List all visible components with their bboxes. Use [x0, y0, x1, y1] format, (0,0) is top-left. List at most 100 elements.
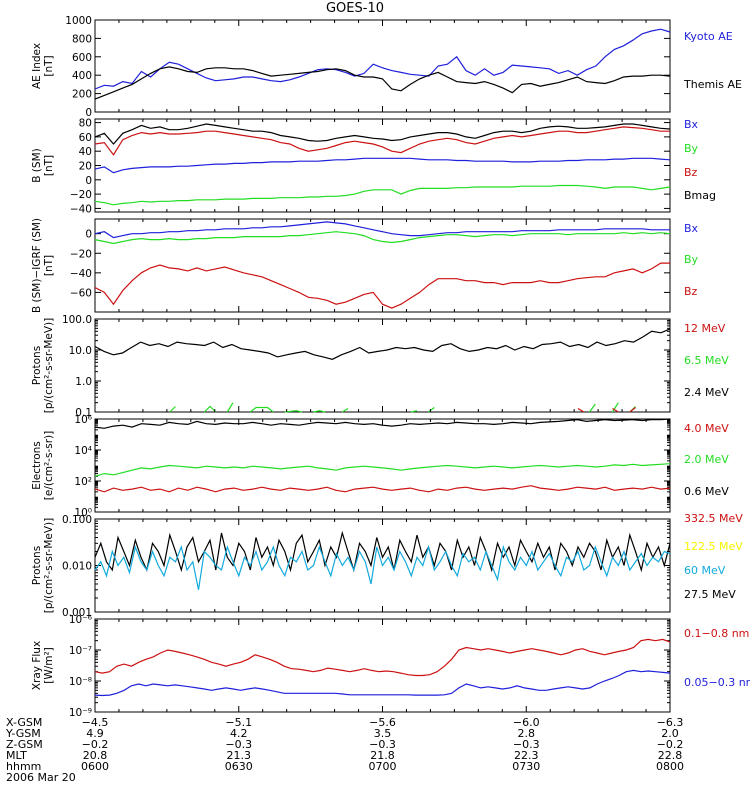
y-tick-label: −40	[70, 203, 92, 215]
legend-2-0-mev: 2.0 MeV	[684, 453, 729, 466]
panel-7: 10⁻⁹ 10⁻⁸ 10⁻⁷ 10⁻⁶ Xray Flux[W/m²] 0.1−0.8 n…	[31, 614, 750, 719]
series-kyoto-ae	[94, 28, 671, 90]
y-tick-label: 10²	[74, 476, 92, 488]
y-tick-label: 80	[79, 118, 92, 130]
y-axis-label: Protons[p/(cm²-s-sr-MeV)]	[31, 518, 55, 613]
y-tick-label: 60	[79, 132, 92, 144]
axis-value: −5.6	[369, 716, 396, 729]
legend-bx: Bx	[684, 118, 699, 131]
legend-kyoto-ae: Kyoto AE	[684, 30, 733, 43]
axis-value: −6.3	[657, 716, 684, 729]
series-6-5-mev-segment	[341, 407, 349, 413]
series-0-05-0-3-nm	[94, 669, 671, 697]
series-bx	[94, 221, 670, 239]
panel-4: 0.1 1.0 10.0 100.0 Protons[p/(cm²-s-sr-MeV)]…	[31, 314, 729, 419]
legend-6-5-mev: 6.5 MeV	[684, 354, 729, 367]
series-12-mev-segment	[577, 407, 585, 413]
y-tick-label: 10⁻⁶	[69, 614, 92, 626]
legend-by: By	[684, 142, 699, 155]
legend-0-1-0-8-nm: 0.1−0.8 nm	[684, 627, 749, 640]
axis-row-label: X-GSM	[6, 716, 42, 729]
axis-value: 21.3	[227, 749, 252, 762]
y-tick-label: 0.100	[62, 514, 92, 526]
y-tick-label: 0	[85, 175, 92, 187]
y-tick-label: 40	[79, 146, 92, 158]
axis-row-label: Z-GSM	[6, 738, 43, 751]
panel-5: 10⁰ 10² 10⁴ 10⁶ Electrons[e/(cm²-s-sr)] 4.0 M…	[31, 414, 729, 519]
legend-27-5-mev: 27.5 MeV	[684, 588, 736, 601]
axis-value: 2.8	[518, 727, 536, 740]
series-6-5-mev-segment	[203, 405, 217, 413]
axis-row-label: MLT	[6, 749, 27, 762]
series-6-5-mev-segment	[284, 410, 303, 413]
legend-122-5-mev: 122.5 MeV	[684, 540, 743, 553]
y-tick-label: 0	[85, 107, 92, 119]
axis-value: 22.8	[658, 749, 683, 762]
axis-row-label: Y-GSM	[5, 727, 41, 740]
y-tick-label: −20	[70, 189, 92, 201]
axis-value: −4.5	[82, 716, 109, 729]
y-tick-label: 0.001	[62, 607, 92, 619]
legend-0-6-mev: 0.6 MeV	[684, 485, 729, 498]
y-tick-label: 10⁶	[74, 414, 92, 426]
series-by	[94, 231, 671, 245]
axis-value: 4.2	[230, 727, 248, 740]
y-tick-label: 10⁰	[74, 507, 92, 519]
panel-1: 0 200 400 600 800 1000 AE Index[nT] Kyoto AE The…	[31, 15, 742, 119]
series-12-mev-segment	[629, 407, 636, 413]
y-tick-label: 600	[72, 52, 92, 64]
series-6-5-mev-segment	[249, 406, 274, 413]
y-tick-label: −20	[70, 248, 92, 260]
axis-value: 0700	[369, 760, 397, 773]
series-6-5-mev-segment	[411, 410, 418, 413]
series-bz	[94, 262, 670, 309]
series-0-1-0-8-nm	[94, 638, 671, 677]
axis-value: 0630	[225, 760, 253, 773]
y-tick-label: 100.0	[62, 314, 92, 326]
series-4-0-mev	[94, 485, 671, 493]
series-6-5-mev-segment	[313, 410, 326, 413]
y-tick-label: 10⁻⁹	[69, 707, 92, 719]
panel-frame	[94, 218, 671, 313]
y-tick-label: 0.1	[75, 407, 92, 419]
panel-frame	[94, 318, 671, 413]
axis-value: 2.0	[661, 727, 679, 740]
y-axis-label: AE Index[nT]	[31, 43, 55, 89]
legend-4-0-mev: 4.0 MeV	[684, 422, 729, 435]
legend-by: By	[684, 253, 699, 266]
y-tick-label: 10⁴	[74, 445, 92, 457]
y-tick-label: 10.0	[69, 345, 92, 357]
panel-3: −60 −40 −20 0 B (SM)−IGRF (SM)[nT] Bx By Bz	[31, 218, 699, 313]
series-bmag	[94, 123, 671, 145]
axis-value: 0730	[512, 760, 540, 773]
y-tick-label: 200	[72, 89, 92, 101]
axis-value: −6.0	[513, 716, 540, 729]
series-by	[94, 184, 671, 206]
y-tick-label: 800	[72, 33, 92, 45]
plot-title: GOES-10	[326, 1, 384, 16]
legend-60-mev: 60 MeV	[684, 564, 726, 577]
y-axis-label: B (SM)−IGRF (SM)[nT]	[31, 218, 55, 313]
axis-value: −0.2	[657, 738, 684, 751]
axis-row-label: hhmm	[6, 760, 41, 773]
series-bx	[94, 157, 671, 174]
axis-value: 20.8	[83, 749, 108, 762]
legend-themis-ae: Themis AE	[683, 78, 742, 91]
series-2-4-mev	[94, 328, 671, 360]
axis-value: 0800	[656, 760, 684, 773]
y-tick-label: 0.010	[62, 561, 92, 573]
legend-2-4-mev: 2.4 MeV	[684, 386, 729, 399]
legend-12-mev: 12 MeV	[684, 322, 726, 335]
axis-value: 4.9	[86, 727, 104, 740]
y-tick-label: −40	[70, 268, 92, 280]
y-axis-label: B (SM)[nT]	[31, 148, 55, 182]
axis-value: −0.2	[82, 738, 109, 751]
legend-bx: Bx	[684, 222, 699, 235]
legend-332-5-mev: 332.5 MeV	[684, 512, 743, 525]
axis-value: 22.3	[514, 749, 539, 762]
axis-value: −0.3	[225, 738, 252, 751]
y-tick-label: 0	[85, 229, 92, 241]
y-tick-label: −60	[70, 287, 92, 299]
series-6-5-mev-segment	[611, 402, 619, 413]
